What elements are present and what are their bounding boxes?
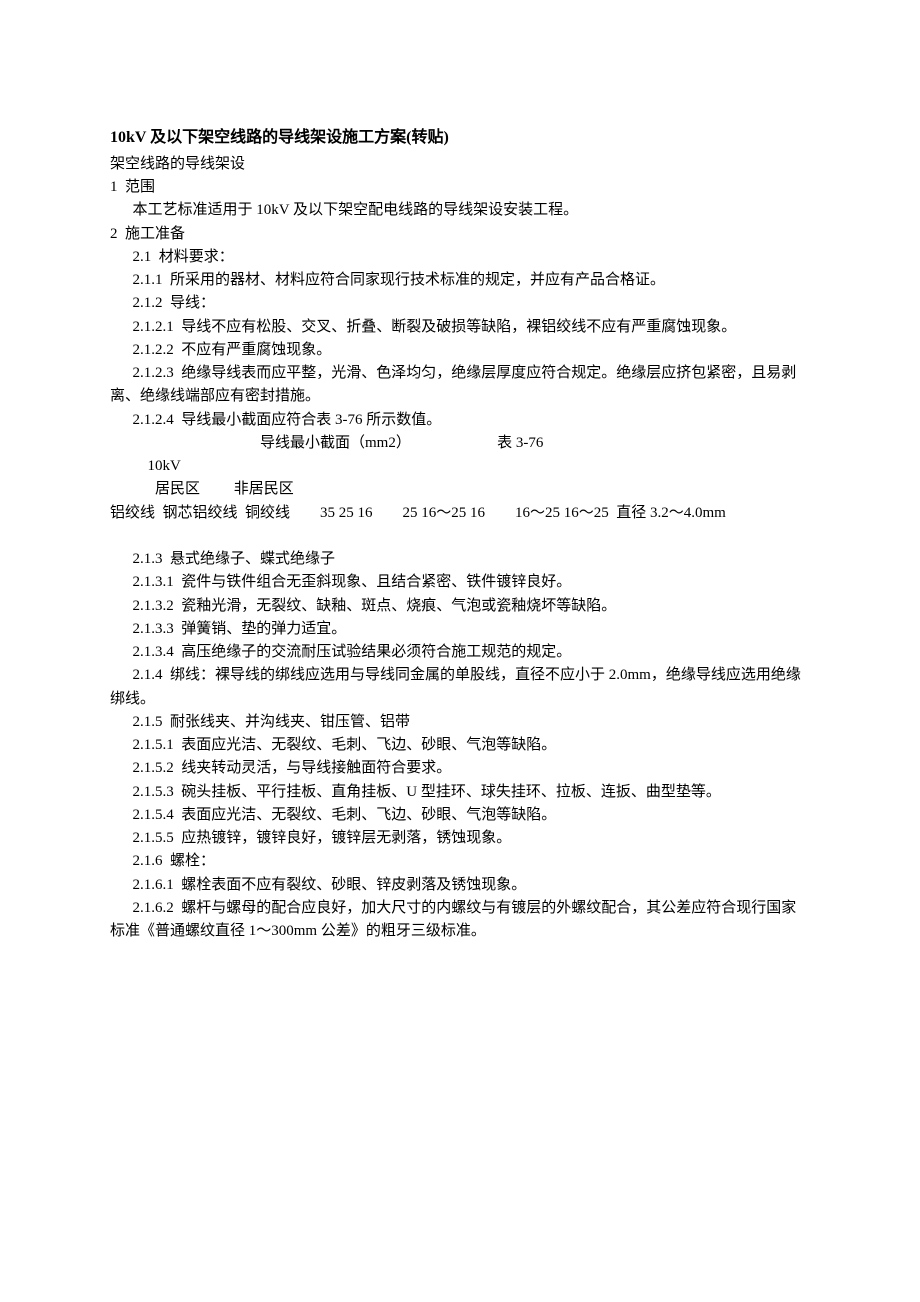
item-2-1-5: 2.1.5 耐张线夹、并沟线夹、钳压管、铝带 <box>110 711 810 734</box>
item-2-1-3-4: 2.1.3.4 高压绝缘子的交流耐压试验结果必须符合施工规范的规定。 <box>110 641 810 664</box>
item-2-1-6-1: 2.1.6.1 螺栓表面不应有裂纹、砂眼、锌皮剥落及锈蚀现象。 <box>110 874 810 897</box>
item-2-1-3-3: 2.1.3.3 弹簧销、垫的弹力适宜。 <box>110 618 810 641</box>
item-2-1-5-3: 2.1.5.3 碗头挂板、平行挂板、直角挂板、U 型挂环、球失挂环、拉板、连扳、… <box>110 781 810 804</box>
section-1-heading: 1 范围 <box>110 176 810 199</box>
document-subtitle: 架空线路的导线架设 <box>110 153 810 176</box>
item-2-1-5-1: 2.1.5.1 表面应光洁、无裂纹、毛刺、飞边、砂眼、气泡等缺陷。 <box>110 734 810 757</box>
item-2-1-6: 2.1.6 螺栓： <box>110 850 810 873</box>
document-title: 10kV 及以下架空线路的导线架设施工方案(转贴) <box>110 126 810 151</box>
item-2-1-3: 2.1.3 悬式绝缘子、蝶式绝缘子 <box>110 548 810 571</box>
table-line-1: 10kV <box>110 455 810 478</box>
table-line-3: 铝绞线 钢芯铝绞线 铜绞线 35 25 16 25 16～25 16 16～25… <box>110 502 810 525</box>
item-2-1-4: 2.1.4 绑线：裸导线的绑线应选用与导线同金属的单股线，直径不应小于 2.0m… <box>110 664 810 711</box>
item-2-1-6-2: 2.1.6.2 螺杆与螺母的配合应良好，加大尺寸的内螺纹与有镀层的外螺纹配合，其… <box>110 897 810 944</box>
item-2-1-3-1: 2.1.3.1 瓷件与铁件组合无歪斜现象、且结合紧密、铁件镀锌良好。 <box>110 571 810 594</box>
item-2-1-2-2: 2.1.2.2 不应有严重腐蚀现象。 <box>110 339 810 362</box>
item-2-1-2-4: 2.1.2.4 导线最小截面应符合表 3-76 所示数值。 <box>110 409 810 432</box>
item-2-1-5-2: 2.1.5.2 线夹转动灵活，与导线接触面符合要求。 <box>110 757 810 780</box>
section-1-text: 本工艺标准适用于 10kV 及以下架空配电线路的导线架设安装工程。 <box>110 199 810 222</box>
blank-spacer <box>110 525 810 548</box>
item-2-1-2-3: 2.1.2.3 绝缘导线表而应平整，光滑、色泽均匀，绝缘层厚度应符合规定。绝缘层… <box>110 362 810 409</box>
item-2-1: 2.1 材料要求： <box>110 246 810 269</box>
item-2-1-5-4: 2.1.5.4 表面应光洁、无裂纹、毛刺、飞边、砂眼、气泡等缺陷。 <box>110 804 810 827</box>
item-2-1-2: 2.1.2 导线： <box>110 292 810 315</box>
table-line-2: 居民区 非居民区 <box>110 478 810 501</box>
item-2-1-5-5: 2.1.5.5 应热镀锌，镀锌良好，镀锌层无剥落，锈蚀现象。 <box>110 827 810 850</box>
section-2-heading: 2 施工准备 <box>110 223 810 246</box>
table-caption: 导线最小截面（mm2） 表 3-76 <box>110 432 810 455</box>
item-2-1-3-2: 2.1.3.2 瓷釉光滑，无裂纹、缺釉、斑点、烧痕、气泡或瓷釉烧坏等缺陷。 <box>110 595 810 618</box>
item-2-1-1: 2.1.1 所采用的器材、材料应符合同家现行技术标准的规定，并应有产品合格证。 <box>110 269 810 292</box>
item-2-1-2-1: 2.1.2.1 导线不应有松股、交叉、折叠、断裂及破损等缺陷，裸铝绞线不应有严重… <box>110 316 810 339</box>
